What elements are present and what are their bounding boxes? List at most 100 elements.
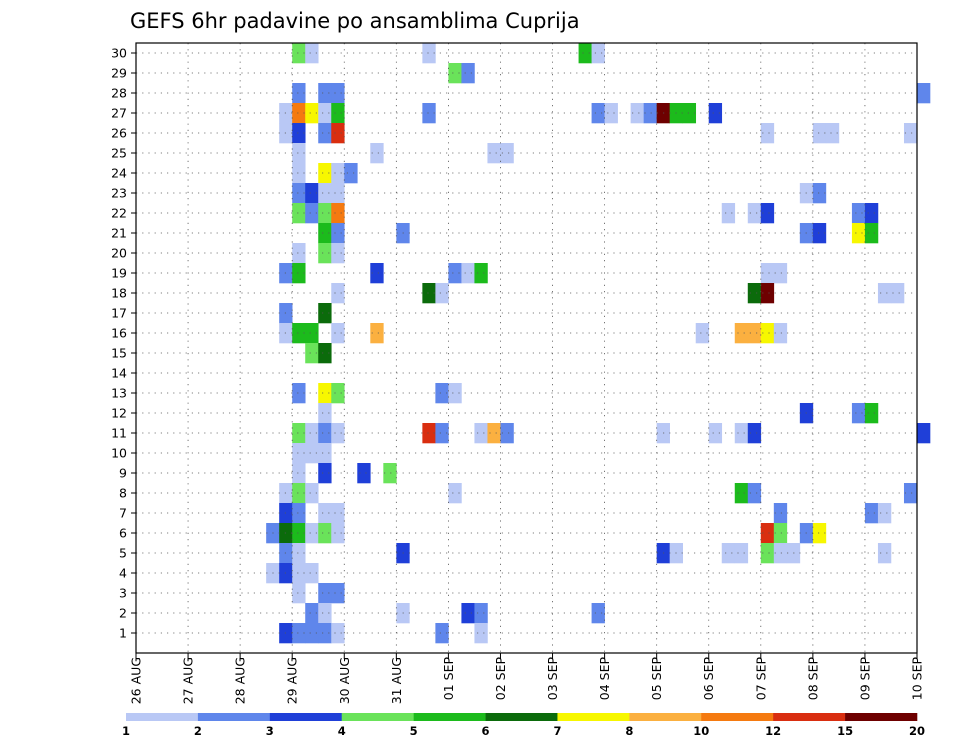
colorbar-swatch bbox=[557, 713, 630, 721]
heatmap-cell bbox=[760, 523, 775, 544]
heatmap-cell bbox=[773, 263, 788, 284]
heatmap-cell bbox=[760, 543, 775, 564]
colorbar-tick-label: 3 bbox=[266, 724, 274, 738]
heatmap-cell bbox=[903, 483, 918, 504]
heatmap-cell bbox=[812, 523, 827, 544]
x-tick-label: 06 SEP bbox=[701, 657, 716, 701]
x-tick-label: 28 AUG bbox=[233, 657, 248, 704]
heatmap-cell bbox=[292, 463, 306, 484]
y-tick-label: 6 bbox=[119, 526, 127, 541]
y-tick-label: 20 bbox=[111, 246, 127, 261]
heatmap-cell bbox=[305, 603, 319, 624]
x-tick-label: 27 AUG bbox=[181, 657, 196, 704]
heatmap-cell bbox=[305, 423, 319, 444]
heatmap-cell bbox=[591, 603, 605, 624]
heatmap-cell bbox=[292, 163, 306, 184]
heatmap-cell bbox=[331, 383, 345, 404]
heatmap-cell bbox=[734, 323, 749, 344]
heatmap-cell bbox=[318, 623, 332, 644]
heatmap-cell bbox=[864, 403, 879, 424]
colorbar-swatch bbox=[773, 713, 846, 721]
heatmap-cell bbox=[318, 343, 332, 364]
heatmap-cell bbox=[292, 423, 306, 444]
heatmap-cell bbox=[825, 123, 840, 144]
heatmap-cell bbox=[305, 343, 319, 364]
heatmap-cell bbox=[760, 123, 775, 144]
heatmap-cell bbox=[864, 503, 879, 524]
x-tick-label: 07 SEP bbox=[753, 657, 768, 701]
heatmap-cell bbox=[877, 503, 892, 524]
heatmap-cell bbox=[305, 323, 319, 344]
x-axis-ticks: 26 AUG 27 AUG 28 AUG 29 AUG 30 AUG 31 AUG 01 S… bbox=[129, 653, 925, 704]
heatmap-cell bbox=[318, 183, 332, 204]
heatmap-cell bbox=[292, 483, 306, 504]
y-tick-label: 22 bbox=[111, 206, 127, 221]
heatmap-cell bbox=[292, 143, 306, 164]
y-tick-label: 16 bbox=[111, 326, 127, 341]
heatmap-cell bbox=[292, 43, 306, 64]
y-tick-label: 27 bbox=[111, 106, 127, 121]
heatmap-cell bbox=[487, 143, 501, 164]
y-tick-label: 18 bbox=[111, 286, 127, 301]
heatmap-cell bbox=[318, 203, 332, 224]
heatmap-cell bbox=[422, 423, 436, 444]
x-tick-label: 26 AUG bbox=[129, 657, 144, 704]
heatmap-cell bbox=[331, 523, 345, 544]
heatmap-cell bbox=[591, 43, 605, 64]
y-tick-label: 1 bbox=[119, 626, 127, 641]
heatmap-cell bbox=[747, 483, 762, 504]
x-tick-label: 02 SEP bbox=[493, 657, 508, 701]
heatmap-cell bbox=[305, 103, 319, 124]
y-tick-label: 8 bbox=[119, 486, 127, 501]
heatmap-cell bbox=[682, 103, 697, 124]
heatmap-cell bbox=[890, 283, 905, 304]
colorbar-tick-label: 12 bbox=[765, 724, 781, 738]
x-tick-label: 03 SEP bbox=[545, 657, 560, 701]
heatmap-cell bbox=[903, 123, 918, 144]
heatmap-cell bbox=[331, 183, 345, 204]
heatmap-cell bbox=[721, 203, 736, 224]
y-tick-label: 29 bbox=[111, 66, 127, 81]
heatmap-cell bbox=[370, 143, 384, 164]
heatmap-cell bbox=[578, 43, 592, 64]
y-tick-label: 25 bbox=[111, 146, 127, 161]
heatmap-cell bbox=[474, 603, 488, 624]
heatmap-cell bbox=[331, 503, 345, 524]
heatmap-cell bbox=[500, 423, 514, 444]
heatmap-cell bbox=[305, 483, 319, 504]
heatmap-cell bbox=[318, 383, 332, 404]
heatmap-cell bbox=[292, 123, 306, 144]
colorbar-swatch bbox=[701, 713, 774, 721]
heatmap-cell bbox=[318, 243, 332, 264]
heatmap-cell bbox=[318, 303, 332, 324]
heatmap-cells bbox=[266, 43, 931, 644]
heatmap-cell bbox=[604, 103, 618, 124]
heatmap-cell bbox=[760, 263, 775, 284]
colorbar-swatch bbox=[126, 713, 199, 721]
heatmap-cell bbox=[318, 583, 332, 604]
heatmap-cell bbox=[747, 423, 762, 444]
heatmap-cell bbox=[305, 183, 319, 204]
y-tick-label: 5 bbox=[119, 546, 127, 561]
heatmap-cell bbox=[331, 83, 345, 104]
heatmap-cell bbox=[331, 323, 345, 344]
heatmap-cell bbox=[474, 623, 488, 644]
heatmap-cell bbox=[305, 443, 319, 464]
heatmap-cell bbox=[331, 223, 345, 244]
heatmap-cell bbox=[864, 203, 879, 224]
heatmap-cell bbox=[344, 163, 358, 184]
heatmap-cell bbox=[773, 523, 788, 544]
heatmap-cell bbox=[318, 403, 332, 424]
heatmap-cell bbox=[318, 463, 332, 484]
heatmap-cell bbox=[305, 43, 319, 64]
heatmap-cell bbox=[422, 43, 436, 64]
heatmap-cell bbox=[474, 423, 488, 444]
chart-title: GEFS 6hr padavine po ansamblima Cuprija bbox=[130, 9, 580, 33]
y-tick-label: 9 bbox=[119, 466, 127, 481]
x-tick-label: 29 AUG bbox=[285, 657, 300, 704]
colorbar-swatch bbox=[485, 713, 558, 721]
x-tick-label: 09 SEP bbox=[857, 657, 872, 701]
heatmap-cell bbox=[292, 583, 306, 604]
heatmap-cell bbox=[318, 423, 332, 444]
